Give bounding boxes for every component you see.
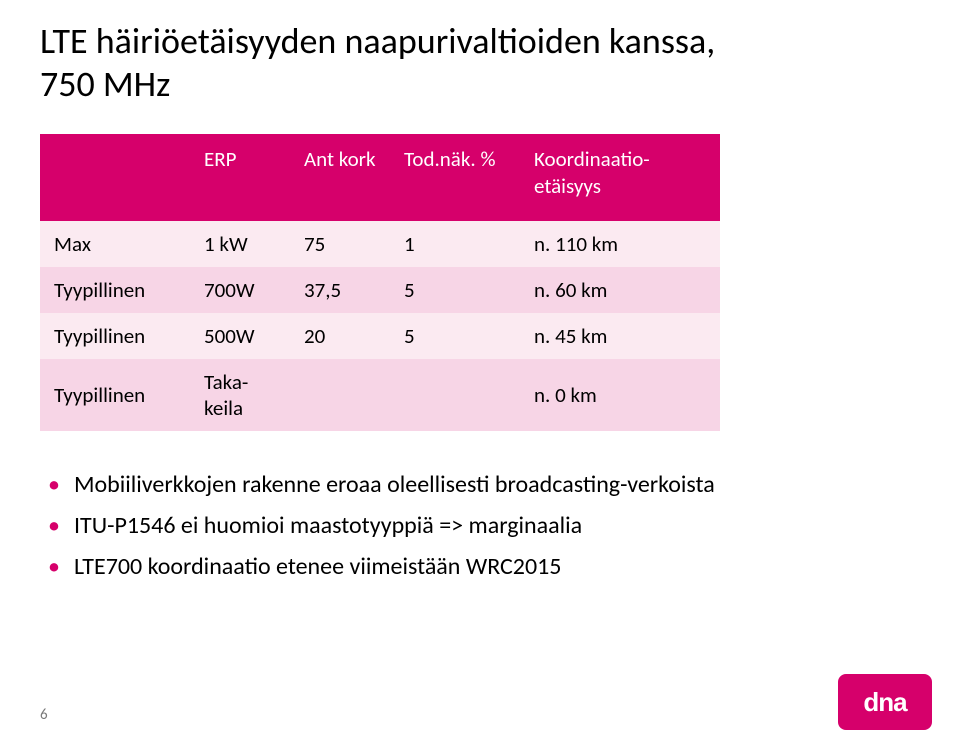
table-row: Tyypillinen 500W 20 5 n. 45 km xyxy=(40,313,720,359)
bullet-text: Mobiiliverkkojen rakenne eroaa oleellise… xyxy=(74,469,715,500)
cell-label: Tyypillinen xyxy=(40,313,190,359)
cell-label: Max xyxy=(40,221,190,267)
cell-koord: n. 60 km xyxy=(520,267,720,313)
slide-title: LTE häiriöetäisyyden naapurivaltioiden k… xyxy=(40,20,920,106)
cell-tod: 5 xyxy=(390,267,520,313)
bullet-item: LTE700 koordinaatio etenee viimeistään W… xyxy=(48,551,920,582)
bullet-text: ITU-P1546 ei huomioi maastotyyppiä => ma… xyxy=(74,510,582,541)
cell-koord: n. 45 km xyxy=(520,313,720,359)
cell-erp: Taka-keila xyxy=(190,359,290,431)
cell-koord: n. 110 km xyxy=(520,221,720,267)
col-ant-kork: Ant kork xyxy=(290,134,390,221)
cell-erp: 1 kW xyxy=(190,221,290,267)
table-row: Tyypillinen Taka-keila n. 0 km xyxy=(40,359,720,431)
col-todnak: Tod.näk. % xyxy=(390,134,520,221)
table-header: ERP Ant kork Tod.näk. % Koordinaatio-etä… xyxy=(40,134,720,221)
table-row: Max 1 kW 75 1 n. 110 km xyxy=(40,221,720,267)
cell-erp: 500W xyxy=(190,313,290,359)
table-row: Tyypillinen 700W 37,5 5 n. 60 km xyxy=(40,267,720,313)
cell-koord: n. 0 km xyxy=(520,359,720,431)
col-blank xyxy=(40,134,190,221)
cell-ant: 37,5 xyxy=(290,267,390,313)
cell-tod xyxy=(390,359,520,431)
cell-ant: 20 xyxy=(290,313,390,359)
table-body: Max 1 kW 75 1 n. 110 km Tyypillinen 700W… xyxy=(40,221,720,431)
title-line-1: LTE häiriöetäisyyden naapurivaltioiden k… xyxy=(40,20,920,63)
data-table: ERP Ant kork Tod.näk. % Koordinaatio-etä… xyxy=(40,134,920,431)
brand-logo-text: dna xyxy=(863,687,906,718)
cell-label: Tyypillinen xyxy=(40,359,190,431)
bullet-list: Mobiiliverkkojen rakenne eroaa oleellise… xyxy=(48,469,920,583)
table: ERP Ant kork Tod.näk. % Koordinaatio-etä… xyxy=(40,134,720,431)
cell-erp: 700W xyxy=(190,267,290,313)
col-koord: Koordinaatio-etäisyys xyxy=(520,134,720,221)
table-header-row: ERP Ant kork Tod.näk. % Koordinaatio-etä… xyxy=(40,134,720,221)
bullet-item: Mobiiliverkkojen rakenne eroaa oleellise… xyxy=(48,469,920,500)
cell-tod: 1 xyxy=(390,221,520,267)
slide: LTE häiriöetäisyyden naapurivaltioiden k… xyxy=(0,0,960,752)
page-number: 6 xyxy=(40,706,48,724)
col-erp: ERP xyxy=(190,134,290,221)
title-line-2: 750 MHz xyxy=(40,63,920,106)
cell-ant: 75 xyxy=(290,221,390,267)
bullet-text: LTE700 koordinaatio etenee viimeistään W… xyxy=(74,551,562,582)
bullet-item: ITU-P1546 ei huomioi maastotyyppiä => ma… xyxy=(48,510,920,541)
cell-label: Tyypillinen xyxy=(40,267,190,313)
brand-logo: dna xyxy=(838,674,932,730)
cell-tod: 5 xyxy=(390,313,520,359)
cell-ant xyxy=(290,359,390,431)
